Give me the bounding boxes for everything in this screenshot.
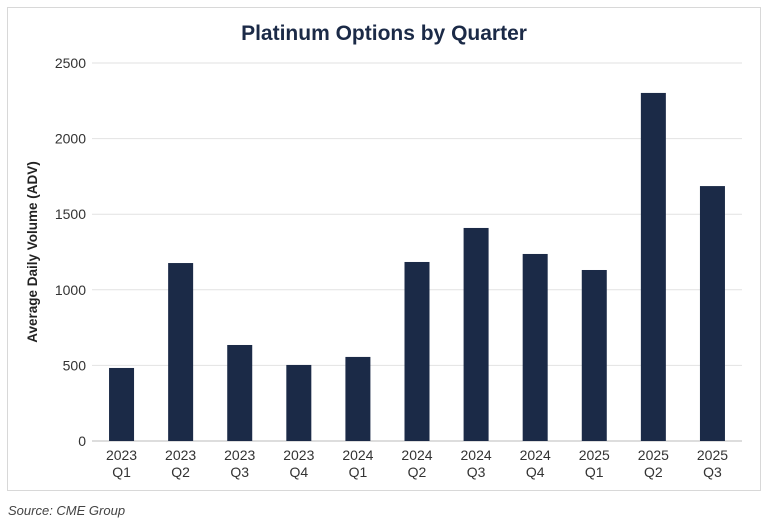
x-tick-label: 2024 — [461, 447, 492, 463]
x-tick-label: Q3 — [230, 464, 249, 480]
x-tick-label: 2024 — [342, 447, 373, 463]
bar — [286, 364, 312, 441]
x-tick-label: Q2 — [171, 464, 190, 480]
x-tick-label: Q3 — [467, 464, 486, 480]
bar — [640, 92, 666, 442]
x-tick-label: Q3 — [703, 464, 722, 480]
x-tick-label: Q1 — [112, 464, 131, 480]
bar — [522, 253, 548, 441]
x-tick-label: 2025 — [579, 447, 610, 463]
x-tick-label: 2024 — [520, 447, 551, 463]
bar — [227, 344, 253, 441]
y-tick-label: 2000 — [55, 131, 86, 147]
x-tick-label: 2025 — [638, 447, 669, 463]
x-tick-label: 2023 — [106, 447, 137, 463]
y-axis-label: Average Daily Volume (ADV) — [25, 161, 40, 343]
chart-title: Platinum Options by Quarter — [241, 22, 527, 45]
bar — [699, 186, 725, 441]
bar — [168, 263, 194, 441]
x-tick-label: Q1 — [349, 464, 368, 480]
y-tick-label: 500 — [63, 357, 87, 373]
bar — [581, 269, 607, 441]
bar — [345, 356, 371, 441]
y-tick-label: 1000 — [55, 282, 86, 298]
x-tick-label: Q4 — [526, 464, 545, 480]
y-tick-label: 2500 — [55, 55, 86, 71]
x-tick-label: 2023 — [224, 447, 255, 463]
bar — [463, 227, 489, 441]
source-note: Source: CME Group — [8, 503, 125, 518]
x-tick-label: 2025 — [697, 447, 728, 463]
bar — [109, 367, 135, 441]
x-tick-label: 2023 — [283, 447, 314, 463]
x-tick-label: 2023 — [165, 447, 196, 463]
y-tick-label: 1500 — [55, 206, 86, 222]
x-tick-label: 2024 — [401, 447, 432, 463]
x-tick-label: Q4 — [289, 464, 308, 480]
x-tick-label: Q2 — [644, 464, 663, 480]
x-tick-label: Q1 — [585, 464, 604, 480]
x-tick-label: Q2 — [408, 464, 427, 480]
y-tick-label: 0 — [78, 433, 86, 449]
bar — [404, 261, 430, 441]
